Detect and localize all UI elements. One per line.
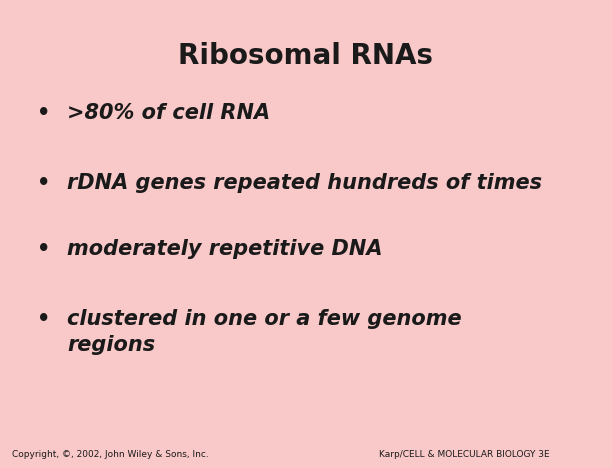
Text: •: • [37, 173, 50, 193]
Text: Ribosomal RNAs: Ribosomal RNAs [179, 42, 433, 70]
Text: Copyright, ©, 2002, John Wiley & Sons, Inc.: Copyright, ©, 2002, John Wiley & Sons, I… [12, 450, 209, 459]
Text: clustered in one or a few genome
regions: clustered in one or a few genome regions [67, 309, 462, 355]
Text: •: • [37, 309, 50, 329]
Text: •: • [37, 103, 50, 123]
Text: >80% of cell RNA: >80% of cell RNA [67, 103, 271, 123]
Text: moderately repetitive DNA: moderately repetitive DNA [67, 239, 383, 259]
Text: •: • [37, 239, 50, 259]
Text: rDNA genes repeated hundreds of times: rDNA genes repeated hundreds of times [67, 173, 542, 193]
Text: Karp/CELL & MOLECULAR BIOLOGY 3E: Karp/CELL & MOLECULAR BIOLOGY 3E [379, 450, 550, 459]
